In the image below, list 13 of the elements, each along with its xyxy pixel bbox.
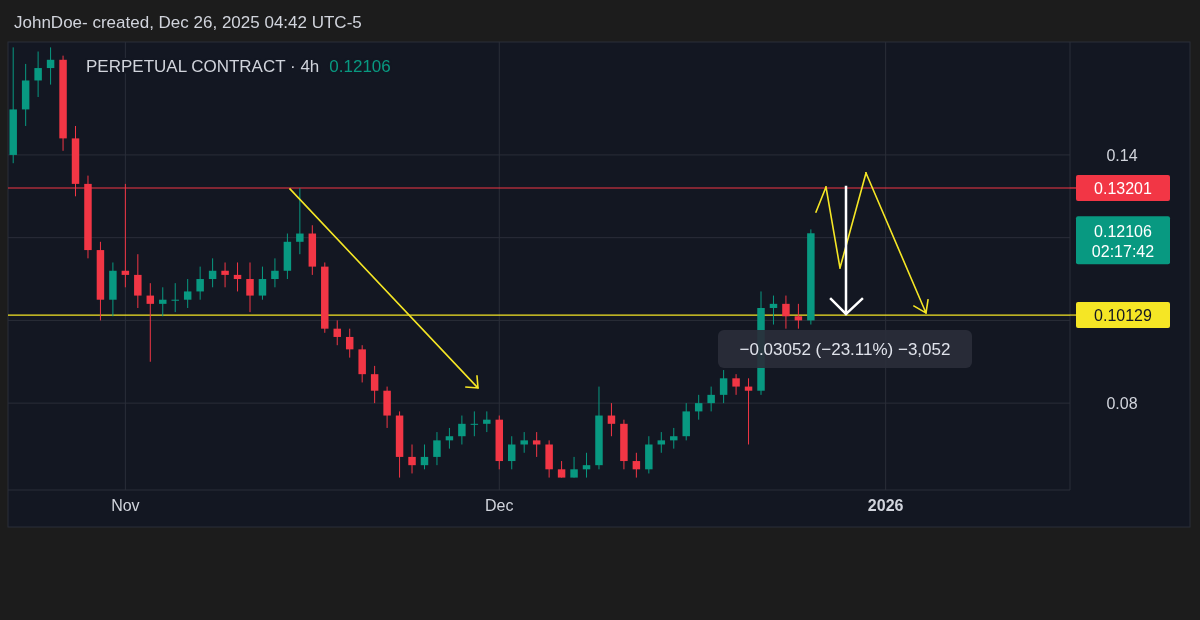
annotation: −0.03052 (−23.11%) −3,052 [739, 340, 951, 359]
ref-line-label: 0.13201 [1094, 179, 1153, 197]
y-tick-label: 0.14 [1106, 146, 1138, 164]
annotation: 0.12106 [329, 57, 391, 76]
x-tick-label: Nov [111, 497, 140, 514]
x-tick-label: Dec [485, 497, 514, 514]
x-tick-label: 2026 [867, 497, 904, 514]
text: JohnDoe- created, Dec 26, 2025 04:42 UTC-5 [14, 13, 362, 32]
y-tick-label: 0.08 [1106, 394, 1138, 412]
text: 02:17:42 [1091, 242, 1155, 260]
text: PERPETUAL CONTRACT · 4h [86, 57, 320, 76]
text: 0.12106 [1094, 222, 1152, 240]
ref-line-label: 0.10129 [1094, 306, 1153, 324]
